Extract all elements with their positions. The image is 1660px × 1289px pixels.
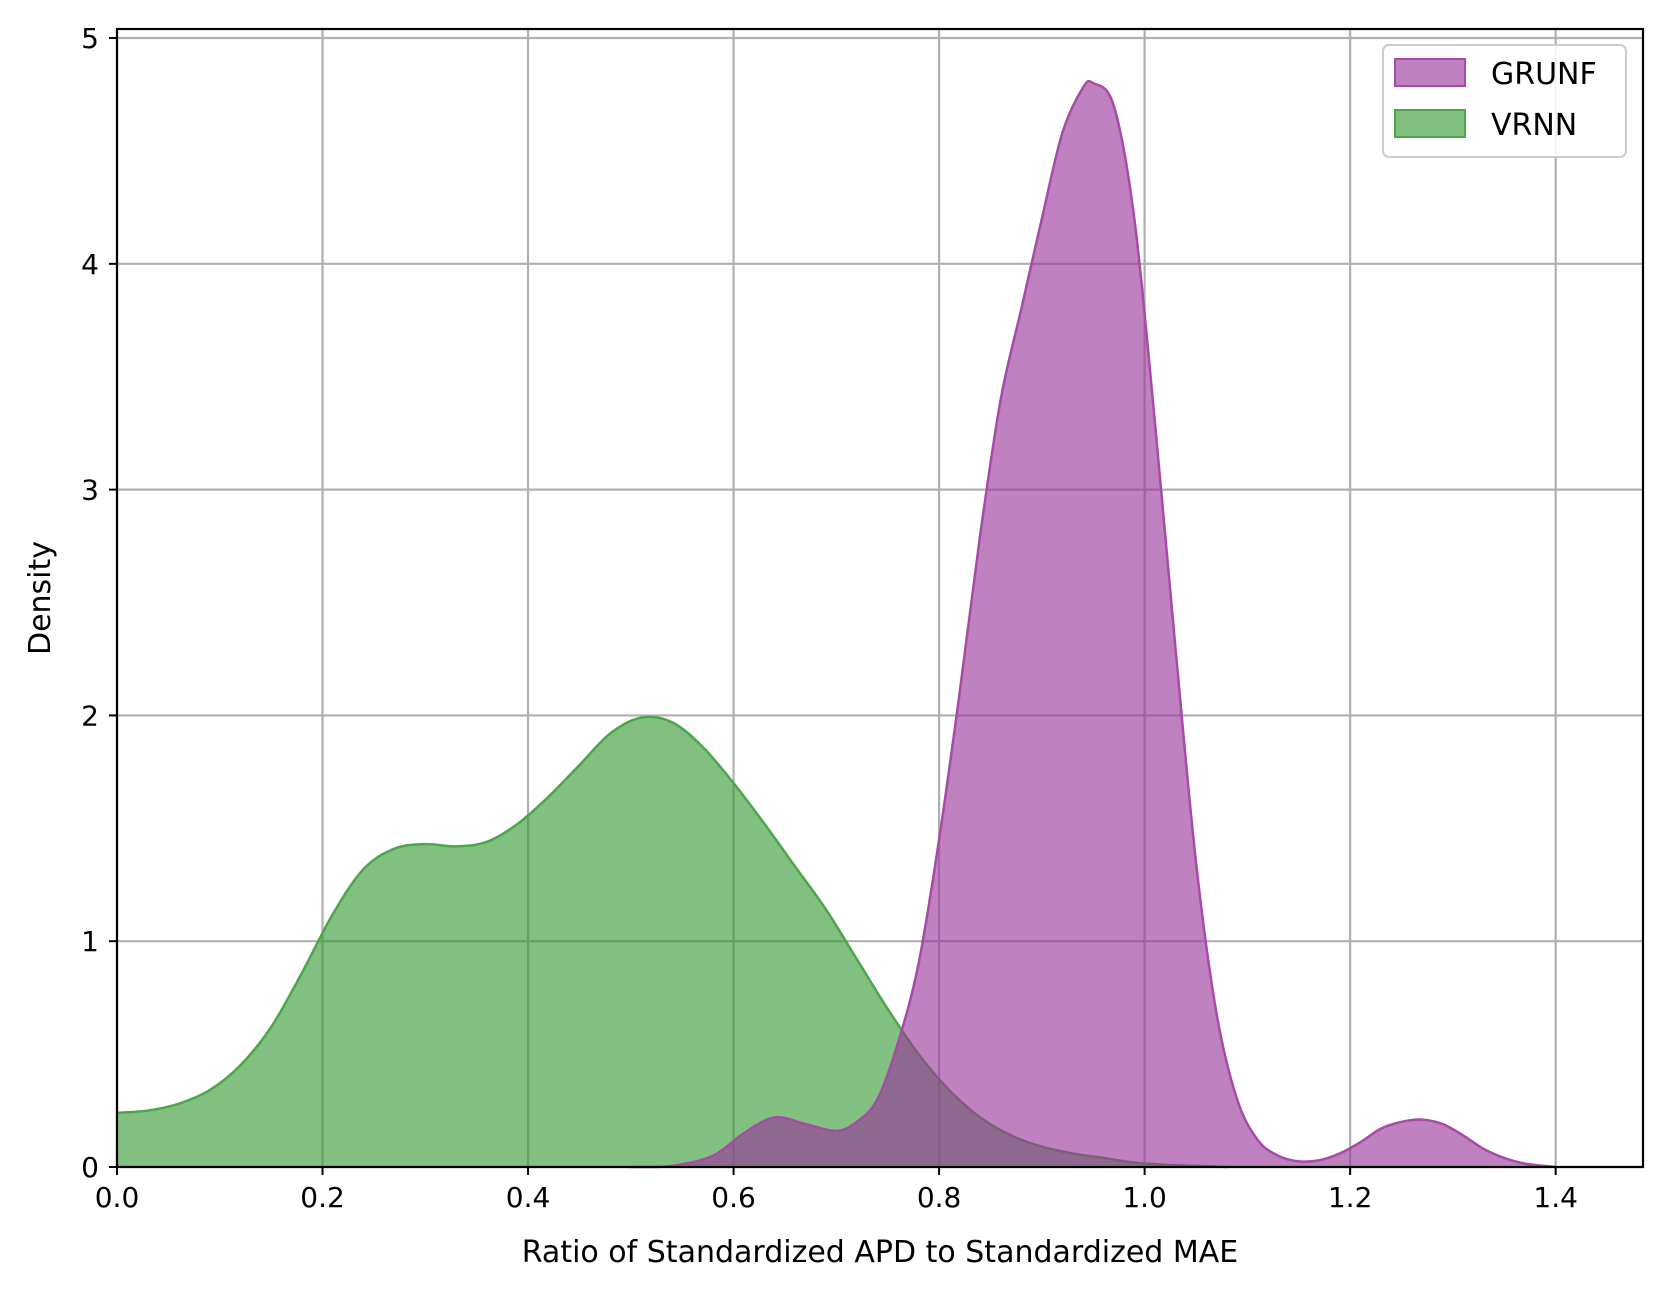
legend-label-vrnn: VRNN bbox=[1491, 108, 1577, 143]
series-areas bbox=[116, 79, 1556, 1169]
grunf-density-area bbox=[630, 81, 1556, 1168]
x-tick-label: 0.8 bbox=[917, 1181, 962, 1214]
legend-swatch-vrnn bbox=[1394, 109, 1466, 138]
y-axis-label: Density bbox=[23, 541, 58, 655]
x-tick-label: 1.0 bbox=[1122, 1181, 1167, 1214]
x-tick-label: 0.4 bbox=[506, 1181, 551, 1214]
legend-label-grunf: GRUNF bbox=[1491, 57, 1597, 92]
plot-frame bbox=[115, 27, 1645, 1169]
x-tick-label: 0.2 bbox=[300, 1181, 345, 1214]
x-tick-label: 0.6 bbox=[711, 1181, 756, 1214]
vrnn-density-area bbox=[117, 716, 1227, 1167]
y-tick-label: 3 bbox=[81, 474, 99, 507]
y-tick-label: 5 bbox=[81, 22, 99, 55]
x-axis-label: Ratio of Standardized APD to Standardize… bbox=[522, 1235, 1238, 1270]
x-tick-label: 1.4 bbox=[1533, 1181, 1578, 1214]
x-tick-label: 0.0 bbox=[95, 1181, 140, 1214]
y-tick-label: 2 bbox=[81, 699, 99, 732]
legend-swatch-grunf bbox=[1394, 58, 1466, 87]
legend: GRUNF VRNN bbox=[1382, 44, 1627, 158]
x-axis-ticks: 0.0 0.2 0.4 0.6 0.8 1.0 1.2 1.4 bbox=[95, 1167, 1578, 1214]
y-axis-ticks: 0 1 2 3 4 5 bbox=[81, 22, 117, 1184]
y-tick-label: 1 bbox=[81, 925, 99, 958]
y-tick-label: 4 bbox=[81, 248, 99, 281]
x-tick-label: 1.2 bbox=[1328, 1181, 1373, 1214]
y-tick-label: 0 bbox=[81, 1151, 99, 1184]
grunf-density-line bbox=[630, 79, 1556, 1169]
